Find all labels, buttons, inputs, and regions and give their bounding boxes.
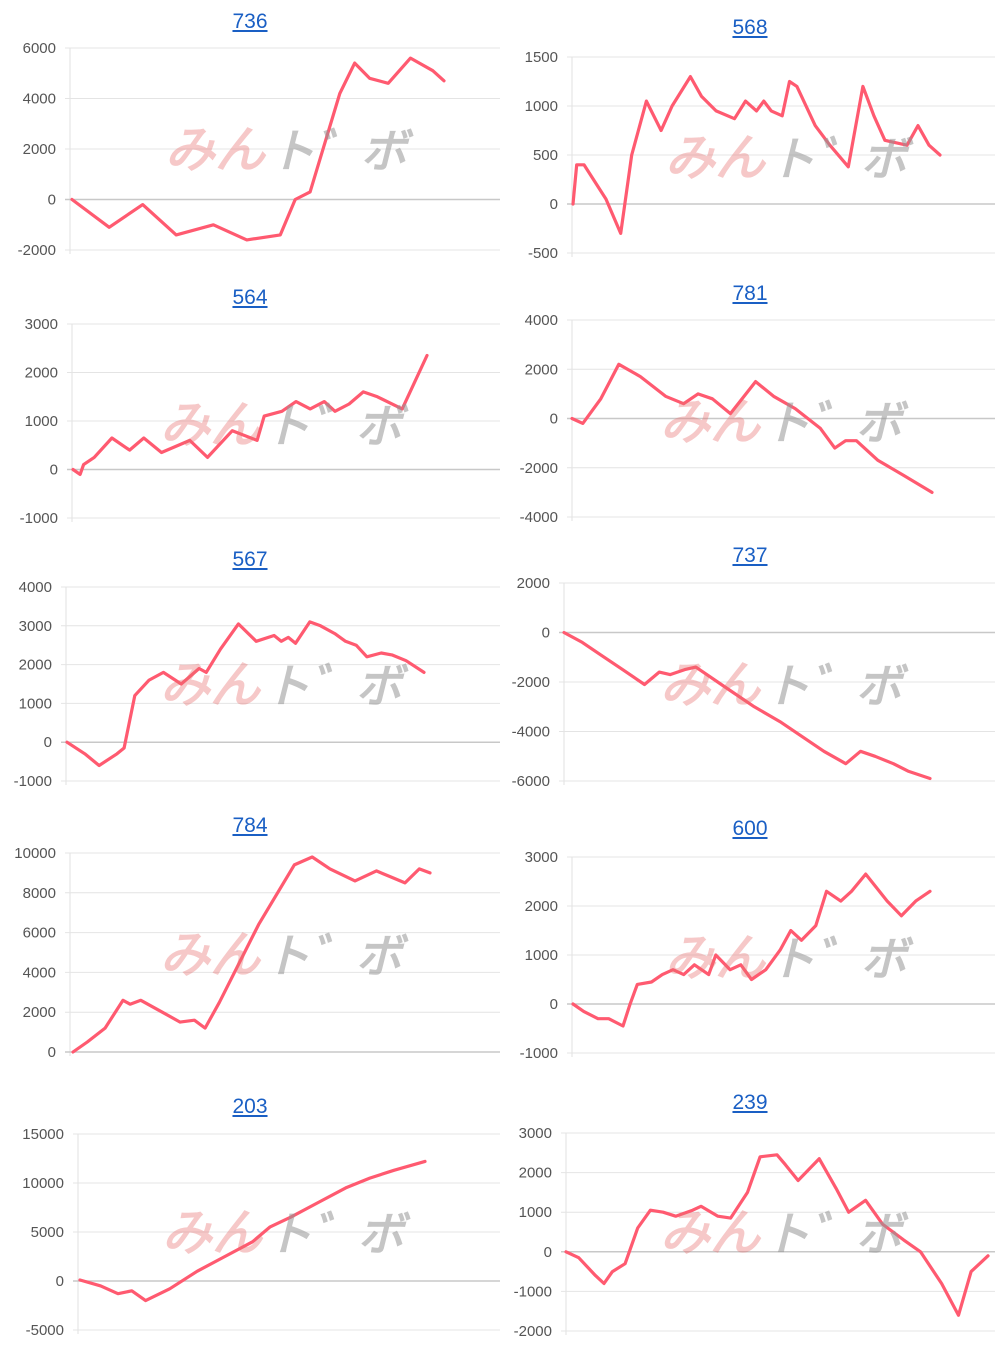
chart-title-link[interactable]: 568 (732, 16, 768, 39)
y-tick-label: 500 (533, 147, 558, 164)
y-tick-label: 1000 (525, 947, 558, 964)
chart-title-link[interactable]: 239 (732, 1091, 768, 1114)
y-tick-label: -1000 (14, 773, 52, 790)
y-tick-label: -1000 (520, 1045, 558, 1062)
y-tick-label: 2000 (25, 365, 58, 382)
y-tick-label: 3000 (525, 849, 558, 866)
line-chart: 1500 1000 500 0 -500 (525, 49, 995, 262)
line-chart: 4000 3000 2000 1000 0 -1000 (14, 579, 500, 790)
y-tick-label: 0 (48, 192, 56, 209)
series-line (562, 630, 932, 781)
line-chart: 3000 2000 1000 0 -1000 (20, 316, 500, 527)
y-tick-label: 0 (542, 625, 550, 642)
series-line (70, 56, 446, 242)
y-tick-label: 3000 (19, 618, 52, 635)
chart-title-link[interactable]: 784 (232, 814, 268, 837)
chart-title-link[interactable]: 203 (232, 1095, 268, 1118)
series-line (571, 74, 942, 235)
line-chart: 3000 2000 1000 0 -1000 -2000 (514, 1125, 995, 1340)
y-tick-label: 2000 (19, 657, 52, 674)
y-tick-label: 6000 (23, 40, 56, 57)
y-tick-label: 0 (550, 196, 558, 213)
chart-title-link[interactable]: 736 (232, 10, 268, 33)
chart-title-link[interactable]: 564 (232, 286, 268, 309)
line-chart: 3000 2000 1000 0 -1000 (520, 849, 995, 1062)
y-tick-label: 8000 (23, 885, 56, 902)
y-tick-label: -5000 (26, 1322, 64, 1339)
y-tick-label: 10000 (14, 845, 56, 862)
chart-title-link[interactable]: 600 (732, 817, 768, 840)
y-tick-label: 1000 (19, 695, 52, 712)
y-tick-label: 0 (550, 411, 558, 428)
y-tick-label: -4000 (512, 724, 550, 741)
y-tick-label: 4000 (525, 312, 558, 329)
y-tick-label: 2000 (517, 575, 550, 592)
y-tick-label: -1000 (20, 510, 58, 527)
y-tick-label: -2000 (520, 460, 558, 477)
y-tick-label: -2000 (514, 1323, 552, 1340)
chart-title-link[interactable]: 781 (732, 282, 768, 305)
series-line (71, 353, 429, 476)
y-tick-label: 1000 (525, 98, 558, 115)
y-tick-label: -2000 (512, 674, 550, 691)
line-chart: 6000 4000 2000 0 -2000 (18, 40, 500, 259)
y-tick-label: 2000 (23, 1004, 56, 1021)
y-tick-label: 1500 (525, 49, 558, 66)
series-line (564, 1153, 990, 1317)
series-line (571, 872, 932, 1028)
y-tick-label: -6000 (512, 773, 550, 790)
y-tick-label: 1000 (519, 1204, 552, 1221)
y-tick-label: -1000 (514, 1283, 552, 1300)
y-tick-label: 2000 (519, 1165, 552, 1182)
y-tick-label: 0 (550, 996, 558, 1013)
y-tick-label: 2000 (23, 141, 56, 158)
y-tick-label: 1000 (25, 413, 58, 430)
series-line (65, 620, 426, 768)
line-chart: 4000 2000 0 -2000 -4000 (520, 312, 995, 526)
line-chart: 2000 0 -2000 -4000 -6000 (512, 575, 995, 790)
y-tick-label: 3000 (519, 1125, 552, 1142)
line-chart: 10000 8000 6000 4000 2000 0 (14, 845, 500, 1061)
line-chart: 15000 10000 5000 0 -5000 (22, 1126, 500, 1339)
y-tick-label: 4000 (19, 579, 52, 596)
y-tick-label: 0 (44, 734, 52, 751)
y-tick-label: 2000 (525, 898, 558, 915)
y-tick-label: 5000 (31, 1224, 64, 1241)
y-tick-label: -4000 (520, 509, 558, 526)
y-tick-label: 0 (544, 1244, 552, 1261)
y-tick-label: 0 (48, 1044, 56, 1061)
y-tick-label: 0 (50, 462, 58, 479)
series-line (78, 1159, 427, 1303)
y-tick-label: -2000 (18, 242, 56, 259)
y-tick-label: 4000 (23, 91, 56, 108)
series-line (71, 855, 432, 1054)
chart-title-link[interactable]: 567 (232, 548, 268, 571)
y-tick-label: 2000 (525, 361, 558, 378)
y-tick-label: 10000 (22, 1175, 64, 1192)
y-tick-label: 3000 (25, 316, 58, 333)
y-tick-label: 0 (56, 1273, 64, 1290)
y-tick-label: 15000 (22, 1126, 64, 1143)
y-tick-label: 6000 (23, 925, 56, 942)
chart-title-link[interactable]: 737 (732, 544, 768, 567)
y-tick-label: -500 (528, 245, 558, 262)
y-tick-label: 4000 (23, 964, 56, 981)
series-line (570, 362, 934, 494)
